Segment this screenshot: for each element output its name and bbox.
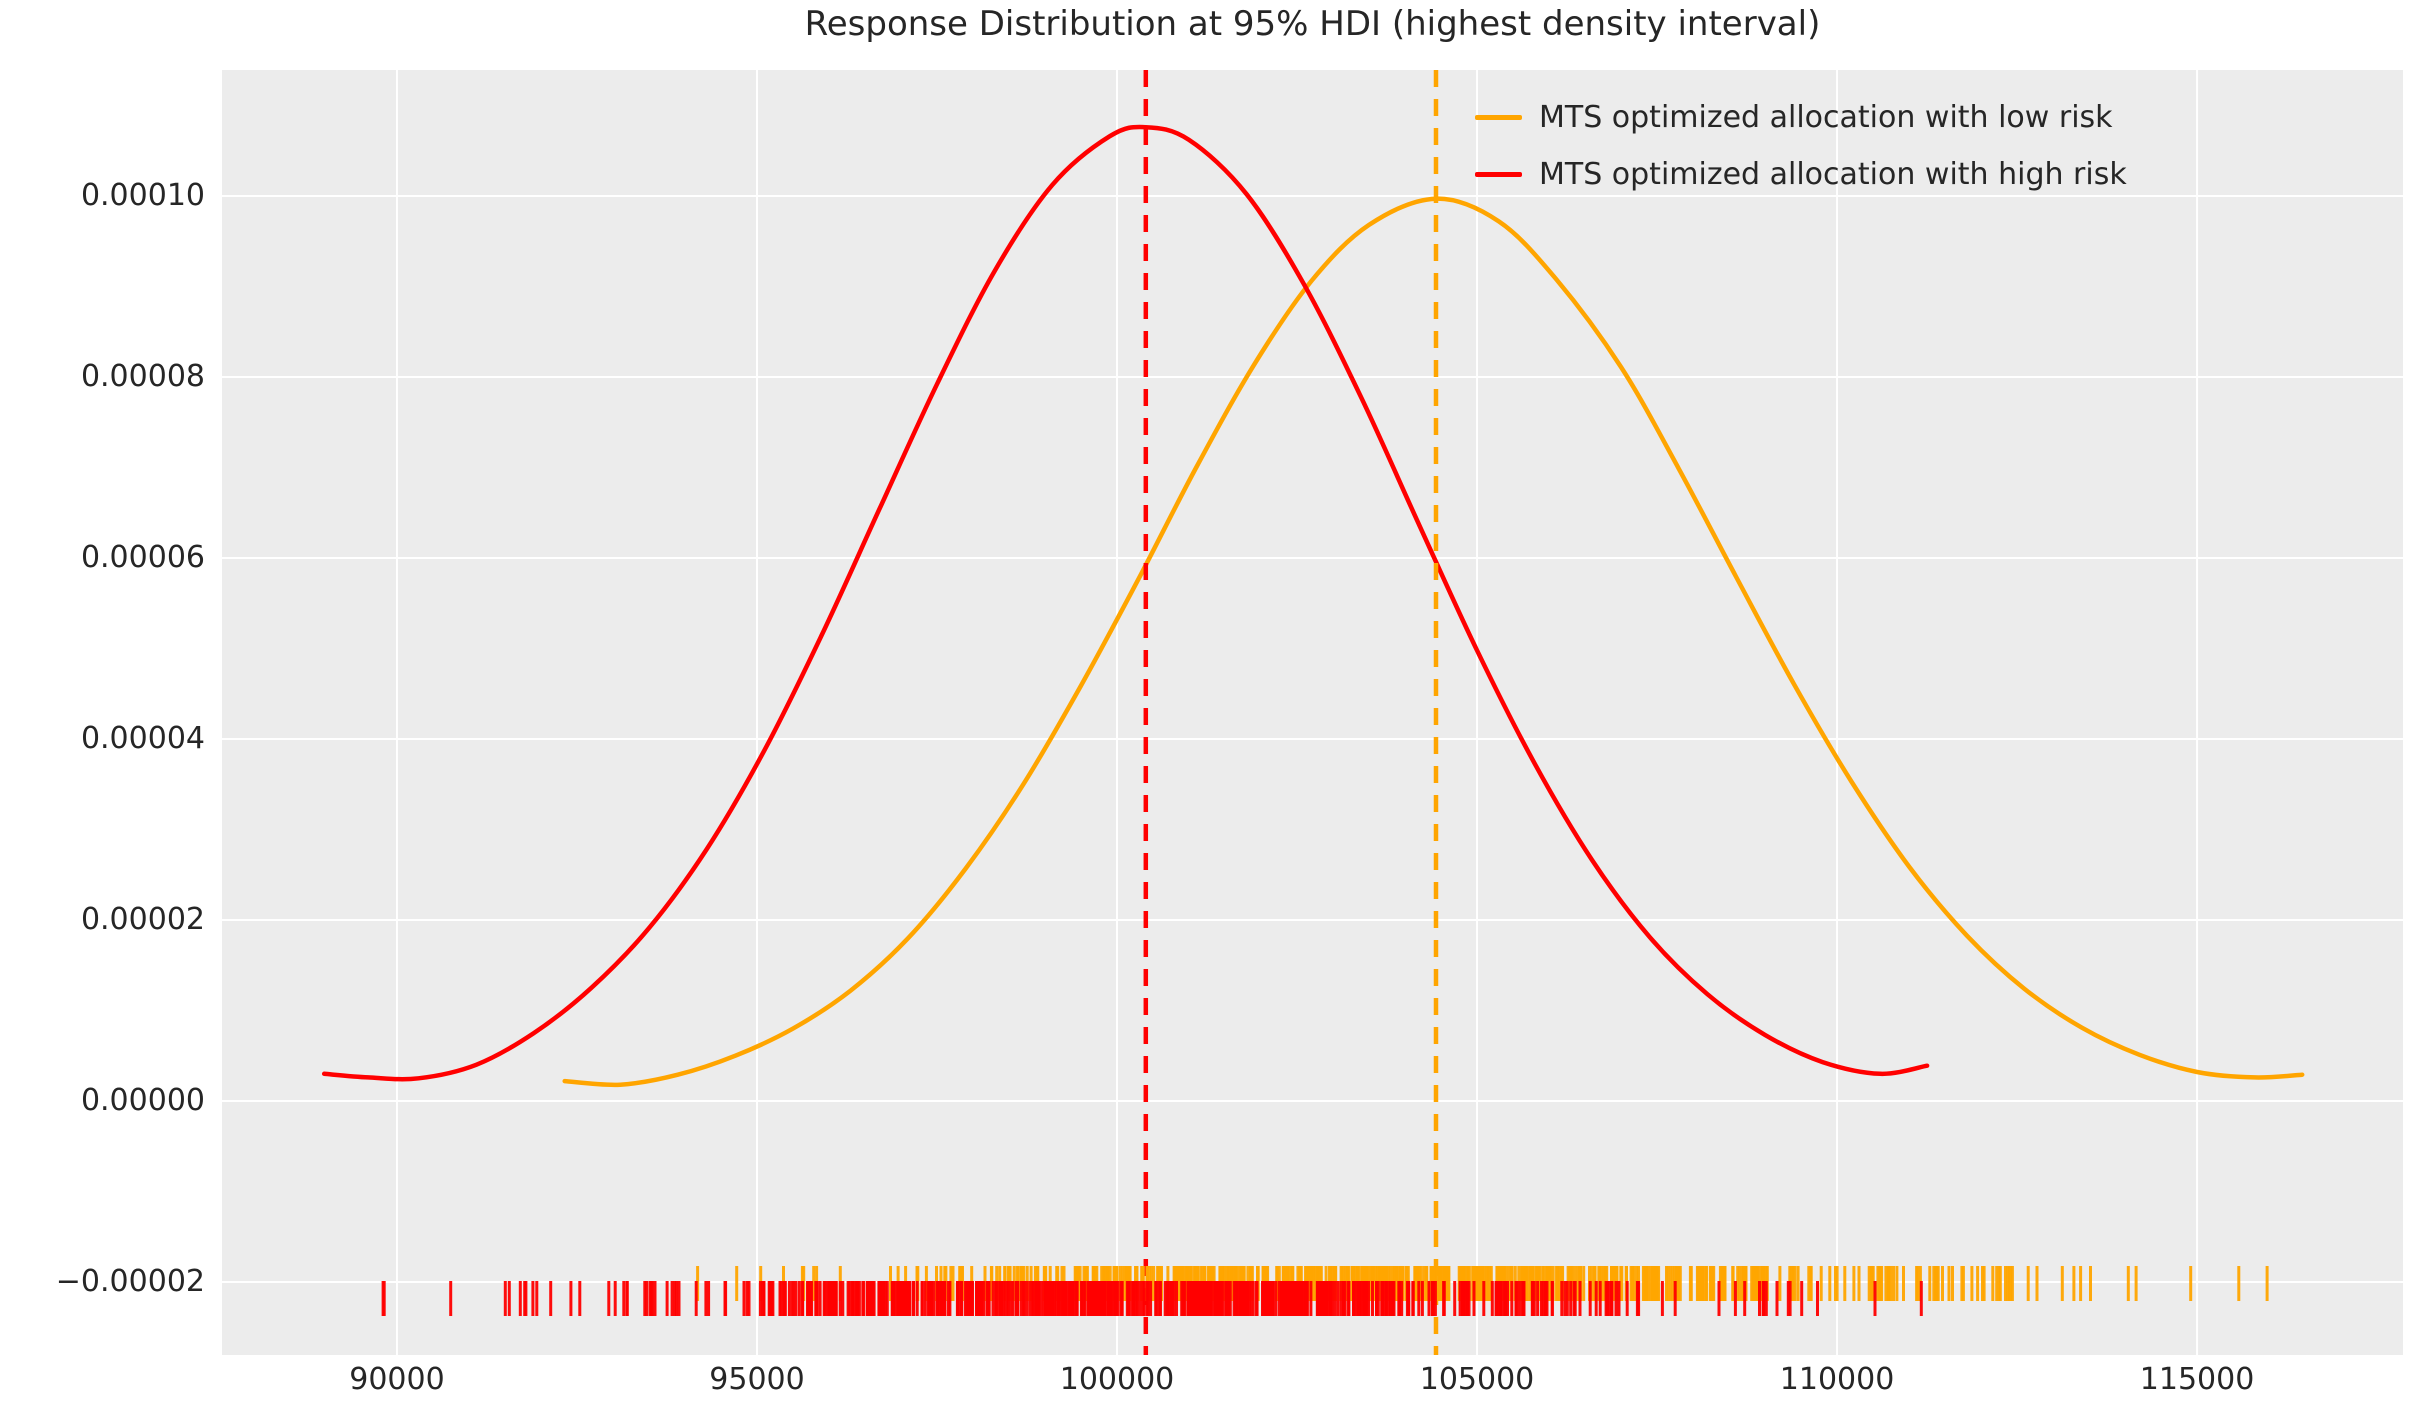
x-tick-label: 90000 — [349, 1362, 445, 1397]
kde-curve-high-risk — [321, 124, 1930, 1082]
legend-entry-high-risk: MTS optimized allocation with high risk — [1475, 156, 2127, 192]
x-tick-label: 115000 — [2139, 1362, 2255, 1397]
legend-line-swatch-orange — [1475, 114, 1522, 120]
x-tick-label: 95000 — [709, 1362, 805, 1397]
y-tick-label: 0.00010 — [80, 177, 205, 213]
plot-background — [222, 70, 2403, 1355]
chart-title: Response Distribution at 95% HDI (highes… — [804, 4, 1821, 44]
legend-label: MTS optimized allocation with low risk — [1539, 99, 2113, 135]
x-tick-label: 110000 — [1779, 1362, 1895, 1397]
gridlines — [222, 70, 2403, 1355]
y-tick-label: 0.00000 — [80, 1082, 205, 1118]
legend-line-swatch-red — [1475, 171, 1522, 177]
y-tick-label: 0.00008 — [80, 358, 205, 394]
legend: MTS optimized allocation with low risk M… — [1475, 99, 2127, 192]
x-tick-label: 105000 — [1419, 1362, 1535, 1397]
mean-lines — [1143, 70, 1439, 1355]
legend-entry-low-risk: MTS optimized allocation with low risk — [1475, 99, 2127, 135]
x-tick-label: 100000 — [1059, 1362, 1175, 1397]
rug-high-risk — [381, 1281, 1923, 1316]
y-tick-label: 0.00006 — [80, 539, 205, 575]
y-tick-label: −0.00002 — [55, 1263, 205, 1299]
y-tick-label: 0.00002 — [80, 901, 205, 937]
legend-label: MTS optimized allocation with high risk — [1539, 156, 2127, 192]
y-tick-label: 0.00004 — [80, 720, 205, 756]
